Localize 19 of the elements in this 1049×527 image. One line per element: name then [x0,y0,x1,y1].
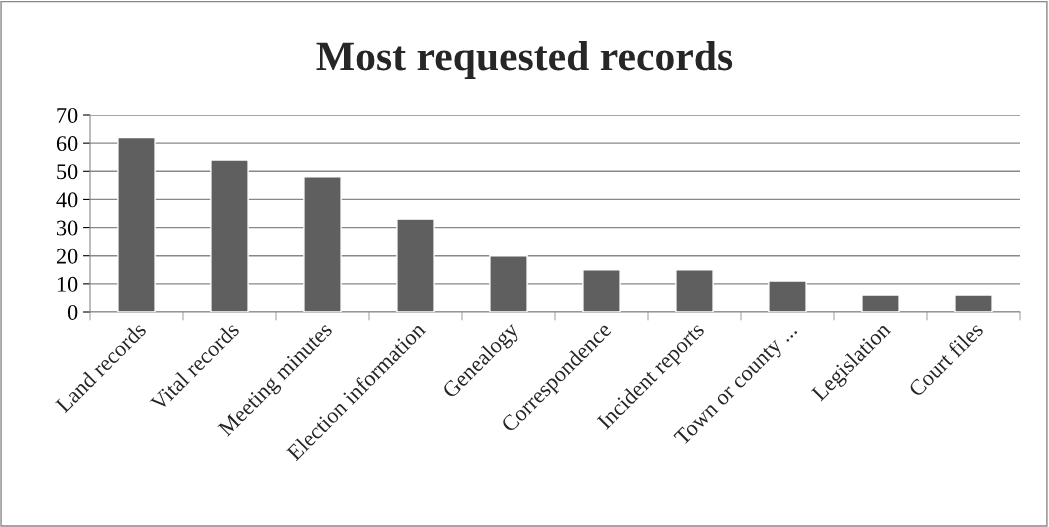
bar [675,269,714,312]
y-tick-label: 60 [56,136,78,152]
y-tick-label: 10 [57,276,78,292]
y-tick-label: 40 [56,192,78,208]
bar [582,269,621,312]
bar [861,294,900,312]
bar [396,218,435,312]
bar [210,159,249,312]
bar [768,280,807,312]
bar [954,294,993,312]
bar [117,136,156,312]
y-tick-label: 0 [67,304,78,320]
bar [489,255,528,312]
y-tick-label: 70 [57,107,78,123]
y-tick-label: 20 [56,248,78,264]
y-tick-label: 30 [57,220,78,236]
y-tick-label: 50 [57,164,78,180]
bar [303,176,342,312]
chart-title: Most requested records [316,41,733,79]
